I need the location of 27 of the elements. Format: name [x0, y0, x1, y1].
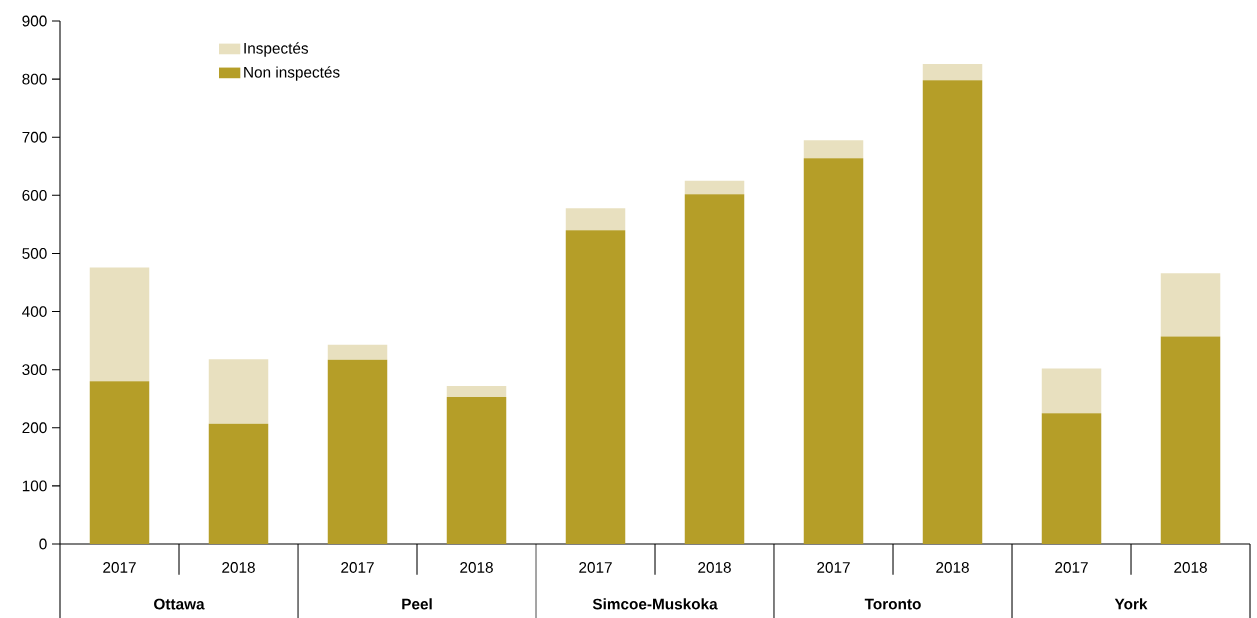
x-tick-label: 2018 [1174, 562, 1207, 573]
y-tick-label: 600 [22, 189, 47, 201]
x-tick-label: 2017 [341, 562, 374, 573]
y-tick-label: 0 [39, 538, 47, 550]
y-tick-label: 200 [22, 422, 47, 434]
y-tick-label: 100 [22, 480, 47, 492]
text: Simcoe-Muskoka [592, 598, 718, 610]
x-tick-label: 2017 [579, 562, 612, 573]
legend-label: Inspectés [244, 42, 309, 57]
text: Peel [402, 598, 432, 610]
x-tick-label: 2018 [698, 562, 731, 573]
y-tick-label: 300 [22, 364, 47, 376]
text: York [1114, 598, 1148, 610]
text: Toronto [864, 598, 921, 610]
x-tick-label: 2017 [817, 562, 850, 573]
y-tick-label: 800 [22, 73, 47, 85]
y-tick-label: 500 [22, 248, 47, 259]
y-tick-label: 900 [22, 15, 47, 27]
x-tick-label: 2017 [103, 562, 136, 573]
x-tick-label: 2018 [936, 562, 969, 573]
legend-label: Non inspectés [244, 66, 340, 81]
text: Ottawa [154, 598, 205, 610]
x-tick-label: 2018 [222, 562, 255, 573]
y-tick-label: 400 [22, 306, 47, 317]
y-tick-label: 700 [22, 131, 47, 143]
x-tick-label: 2017 [1055, 562, 1088, 573]
x-tick-label: 2018 [460, 562, 493, 573]
